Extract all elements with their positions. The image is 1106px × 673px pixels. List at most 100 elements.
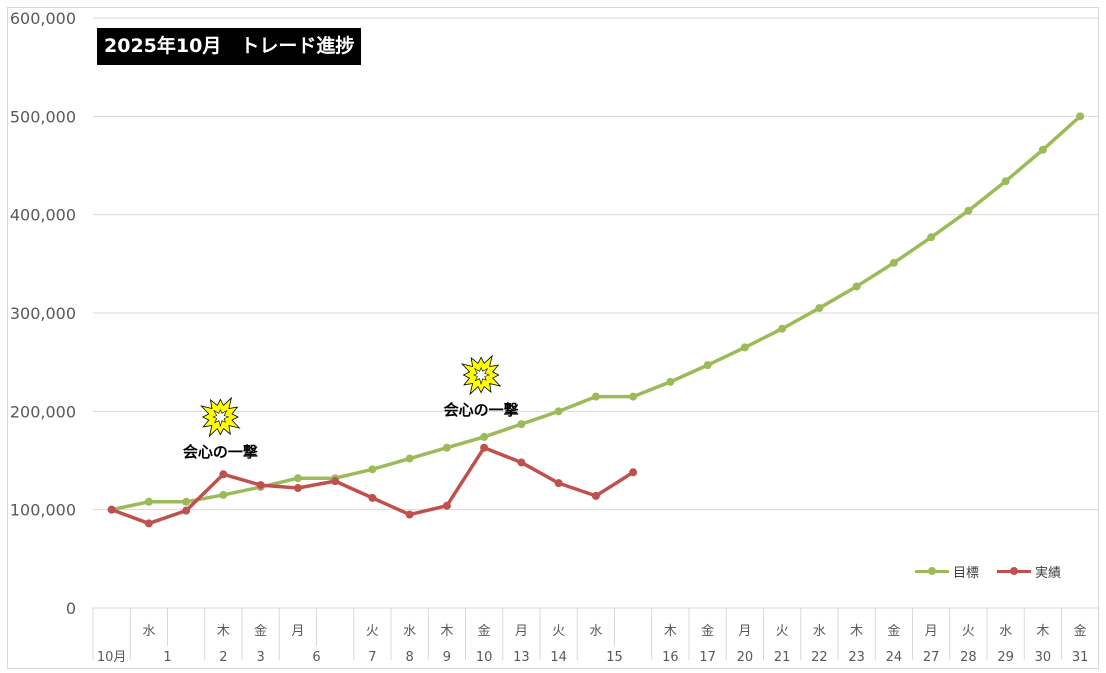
data-point (442, 501, 451, 510)
weekday-label: 水 (589, 624, 602, 639)
day-label: 24 (886, 650, 903, 665)
weekday-label: 水 (999, 624, 1012, 639)
data-point (368, 465, 377, 474)
data-point (256, 481, 265, 490)
data-point (405, 510, 414, 519)
data-point (107, 505, 116, 514)
legend-swatch-target (914, 567, 949, 575)
legend-item-actual: 実績 (996, 562, 1061, 581)
day-label: 2 (219, 650, 227, 665)
data-point (144, 519, 153, 528)
data-point (778, 324, 787, 333)
data-point (144, 497, 153, 506)
data-point (219, 470, 228, 479)
weekday-label: 金 (478, 623, 491, 639)
data-point (629, 392, 638, 401)
data-point (591, 392, 600, 401)
data-point (554, 479, 563, 488)
day-label: 14 (550, 650, 567, 665)
data-point (480, 443, 489, 452)
weekday-label: 金 (1074, 623, 1087, 639)
data-point (889, 258, 898, 267)
day-label: 8 (405, 650, 413, 665)
legend-label-target: 目標 (952, 566, 979, 581)
weekday-label: 木 (217, 624, 230, 639)
y-tick-label: 100,000 (10, 501, 76, 520)
day-label: 3 (256, 650, 264, 665)
data-point (442, 443, 451, 452)
legend-swatch-actual (996, 567, 1031, 575)
data-point (703, 361, 712, 370)
data-point (293, 484, 302, 493)
data-point (219, 490, 228, 499)
burst-core (212, 409, 230, 428)
legend-item-target: 目標 (914, 562, 979, 581)
weekday-label: 木 (850, 624, 863, 639)
data-point (1076, 112, 1085, 121)
weekday-label: 火 (366, 624, 379, 639)
data-point (852, 282, 861, 291)
data-point (182, 497, 191, 506)
data-point (927, 233, 936, 242)
day-label: 6 (312, 650, 320, 665)
data-point (554, 407, 563, 416)
data-point (1038, 145, 1047, 154)
data-point (964, 206, 973, 215)
y-tick-label: 300,000 (10, 304, 76, 323)
weekday-label: 木 (664, 624, 677, 639)
day-label: 9 (443, 650, 451, 665)
chart-frame (7, 7, 1099, 669)
legend-label-actual: 実績 (1034, 566, 1061, 581)
day-label: 27 (923, 650, 940, 665)
day-label: 20 (737, 650, 754, 665)
y-tick-label: 0 (66, 599, 76, 618)
data-point (182, 506, 191, 515)
data-point (815, 304, 824, 313)
data-point (517, 420, 526, 429)
data-point (480, 432, 489, 441)
weekday-label: 木 (440, 624, 453, 639)
data-point (1001, 177, 1010, 186)
data-point (331, 477, 340, 486)
data-point (517, 458, 526, 467)
y-tick-label: 600,000 (10, 9, 76, 28)
weekday-label: 金 (701, 623, 714, 639)
weekday-label: 火 (776, 624, 789, 639)
y-tick-label: 200,000 (10, 402, 76, 421)
weekday-label: 水 (403, 624, 416, 639)
weekday-label: 木 (1036, 624, 1049, 639)
weekday-label: 月 (515, 624, 528, 639)
weekday-label: 金 (254, 623, 267, 639)
y-tick-label: 400,000 (10, 206, 76, 225)
data-point (405, 454, 414, 463)
data-point (740, 343, 749, 352)
weekday-label: 金 (887, 623, 900, 639)
y-tick-label: 500,000 (10, 107, 76, 126)
data-point (666, 377, 675, 386)
annotation-label: 会心の一撃 (183, 443, 258, 461)
legend: 目標 実績 (914, 562, 1061, 581)
day-label: 16 (662, 650, 679, 665)
weekday-label: 月 (925, 624, 938, 639)
day-label: 10 (476, 650, 493, 665)
day-label: 29 (997, 650, 1014, 665)
day-label: 7 (368, 650, 376, 665)
burst-core (473, 367, 491, 386)
weekday-label: 火 (962, 624, 975, 639)
data-point (293, 474, 302, 483)
chart-title: 2025年10月 トレード進捗 (97, 28, 362, 65)
weekday-label: 水 (813, 624, 826, 639)
annotation-label: 会心の一撃 (444, 401, 519, 419)
day-label: 31 (1072, 650, 1089, 665)
day-label: 1 (163, 650, 171, 665)
day-label: 10月 (97, 650, 127, 665)
weekday-label: 火 (552, 624, 565, 639)
data-point (368, 493, 377, 502)
data-point (629, 468, 638, 477)
data-point (591, 491, 600, 500)
day-label: 21 (774, 650, 791, 665)
day-label: 22 (811, 650, 828, 665)
weekday-label: 水 (142, 624, 155, 639)
